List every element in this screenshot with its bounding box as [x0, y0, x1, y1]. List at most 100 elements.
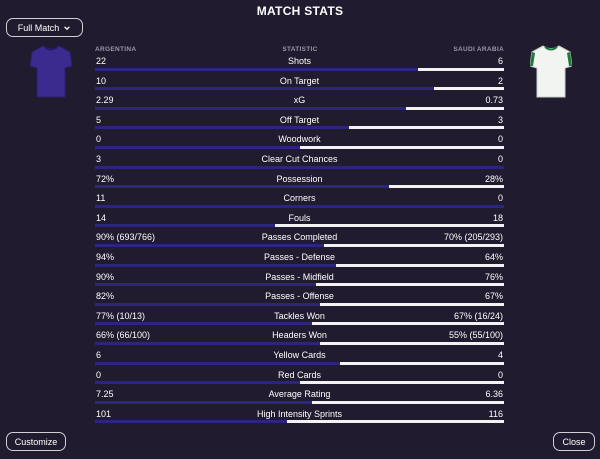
home-stat-value: 0	[96, 369, 102, 380]
comparison-bar	[95, 243, 504, 247]
comparison-bar	[95, 204, 504, 208]
stat-label: Tackles Won	[274, 310, 325, 321]
stat-row: 14 Fouls 18	[95, 213, 504, 233]
stat-label: Passes - Midfield	[265, 271, 334, 282]
customize-button[interactable]: Customize	[6, 432, 66, 451]
comparison-bar	[95, 145, 504, 149]
chevron-down-icon	[64, 25, 71, 30]
stat-row: 0 Woodwork 0	[95, 134, 504, 154]
away-stat-value: 4	[497, 350, 503, 360]
comparison-bar	[95, 341, 504, 345]
comparison-bar	[95, 165, 504, 169]
away-stat-value: 116	[488, 408, 503, 419]
stat-label: Passes - Offense	[265, 291, 334, 302]
away-stat-value: 55% (55/100)	[448, 330, 503, 341]
comparison-bar	[95, 322, 504, 326]
away-share-bar	[348, 126, 504, 130]
away-stat-value: 70% (205/293)	[443, 232, 503, 243]
away-share-bar	[315, 283, 504, 287]
close-button[interactable]: Close	[553, 432, 595, 451]
comparison-bar	[95, 87, 504, 91]
home-stat-value: 66% (66/100)	[96, 330, 151, 341]
stat-label: Headers Won	[272, 330, 327, 341]
home-stat-value: 82%	[96, 291, 115, 302]
stat-label: Yellow Cards	[273, 350, 326, 360]
home-stat-value: 5	[96, 114, 102, 125]
comparison-bar	[95, 263, 504, 267]
away-share-bar	[299, 381, 504, 385]
stat-row: 5 Off Target 3	[95, 115, 504, 135]
home-stat-value: 94%	[96, 252, 115, 262]
home-stat-value: 72%	[96, 173, 115, 184]
stat-label: Average Rating	[268, 389, 331, 400]
stat-label: Passes Completed	[261, 232, 338, 243]
away-stat-value: 18	[492, 212, 503, 223]
away-share-bar	[340, 361, 504, 365]
away-share-bar	[311, 322, 504, 326]
home-stat-value: 3	[96, 154, 102, 164]
stat-row: 94% Passes - Defense 64%	[95, 252, 504, 272]
stat-row: 22 Shots 6	[95, 56, 504, 76]
stat-row: 82% Passes - Offense 67%	[95, 291, 504, 311]
comparison-bar	[95, 283, 504, 287]
home-stat-value: 11	[96, 193, 106, 204]
stat-row: 101 High Intensity Sprints 116	[95, 409, 504, 429]
home-stat-value: 101	[96, 408, 112, 419]
stat-row: 66% (66/100) Headers Won 55% (55/100)	[95, 330, 504, 350]
comparison-bar	[95, 106, 504, 110]
away-share-bar	[389, 185, 504, 189]
stat-row: 6 Yellow Cards 4	[95, 350, 504, 370]
away-team-name: SAUDI ARABIA	[453, 46, 504, 53]
home-stat-value: 14	[96, 212, 107, 223]
stat-row: 10 On Target 2	[95, 76, 504, 96]
comparison-bar	[95, 185, 504, 189]
away-stat-value: 0	[497, 154, 503, 164]
away-stat-value: 76%	[484, 271, 503, 282]
home-stat-value: 10	[96, 75, 107, 86]
home-stat-value: 6	[96, 350, 102, 360]
stat-label: Red Cards	[277, 369, 322, 380]
stat-row: 90% (693/766) Passes Completed 70% (205/29…	[95, 232, 504, 252]
period-select-button[interactable]: Full Match	[6, 18, 83, 37]
away-team-kit-icon	[530, 45, 572, 98]
away-share-bar	[434, 87, 504, 91]
comparison-bar	[95, 302, 504, 306]
away-share-bar	[336, 263, 504, 267]
away-share-bar	[274, 224, 504, 228]
stat-label: Woodwork	[278, 134, 321, 145]
away-share-bar	[324, 243, 504, 247]
comparison-bar	[95, 361, 504, 365]
stat-row: 3 Clear Cut Chances 0	[95, 154, 504, 174]
stat-label: Shots	[287, 56, 311, 66]
stat-row: 90% Passes - Midfield 76%	[95, 272, 504, 292]
away-stat-value: 6	[497, 56, 503, 66]
away-share-bar	[319, 302, 504, 306]
stat-label: Fouls	[288, 212, 311, 223]
comparison-bar	[95, 224, 504, 228]
away-stat-value: 0	[497, 134, 503, 145]
away-share-bar	[418, 67, 504, 71]
stat-label: Possession	[276, 173, 323, 184]
home-stat-value: 22	[96, 56, 107, 66]
away-stat-value: 0.73	[485, 95, 503, 106]
stat-label: Passes - Defense	[263, 252, 336, 262]
home-stat-value: 7.25	[96, 389, 114, 400]
away-stat-value: 64%	[484, 252, 503, 262]
away-stat-value: 0	[497, 193, 503, 204]
stat-row: 11 Corners 0	[95, 193, 504, 213]
home-stat-value: 90%	[96, 271, 115, 282]
page-title: MATCH STATS	[256, 4, 344, 18]
stat-row: 0 Red Cards 0	[95, 370, 504, 390]
stat-label: xG	[293, 95, 306, 106]
stat-row: 7.25 Average Rating 6.36	[95, 389, 504, 409]
away-stat-value: 6.36	[485, 389, 503, 400]
stat-row: 77% (10/13) Tackles Won 67% (16/24)	[95, 311, 504, 331]
stat-row: 2.29 xG 0.73	[95, 95, 504, 115]
away-stat-value: 67% (16/24)	[453, 310, 503, 321]
home-stat-value: 0	[96, 134, 102, 145]
away-share-bar	[299, 145, 504, 149]
comparison-bar	[95, 126, 504, 130]
home-team-kit-icon	[30, 45, 72, 98]
home-team-name: ARGENTINA	[95, 46, 137, 53]
comparison-bar	[95, 400, 504, 404]
